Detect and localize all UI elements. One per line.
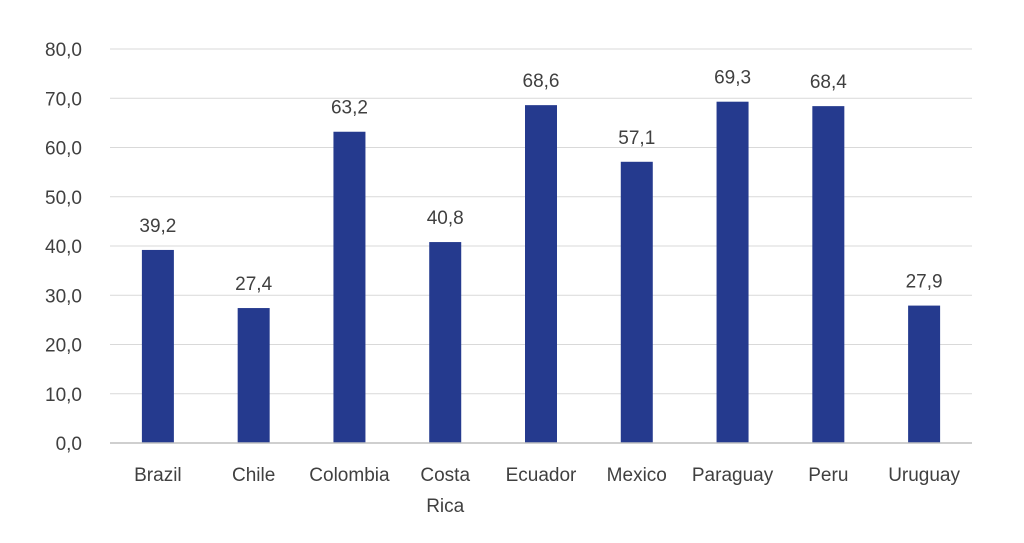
data-label: 40,8 (427, 208, 464, 229)
x-category-label: Colombia (309, 465, 390, 486)
x-category-label: Uruguay (888, 465, 960, 486)
y-tick-label: 40,0 (45, 237, 82, 258)
bar (429, 242, 462, 443)
y-tick-label: 20,0 (45, 336, 82, 357)
bar (333, 131, 366, 444)
x-category-label: Mexico (607, 465, 667, 486)
data-label: 69,3 (714, 68, 751, 89)
bar (908, 305, 941, 443)
data-label: 39,2 (139, 216, 176, 237)
y-tick-label: 50,0 (45, 188, 82, 209)
labels: 0,0 10,0 20,0 30,0 40,0 50,0 60,0 70,0 80,0 39,2 B… (45, 40, 960, 517)
x-category-label: Ecuador (506, 465, 577, 486)
data-label: 68,6 (523, 71, 560, 92)
data-label: 27,9 (906, 272, 943, 293)
y-tick-label: 0,0 (56, 434, 82, 455)
y-tick-label: 70,0 (45, 89, 82, 110)
x-category-label: Paraguay (692, 465, 774, 486)
data-label: 68,4 (810, 72, 847, 93)
x-category-label: Brazil (134, 465, 182, 486)
x-category-label: Peru (808, 465, 848, 486)
y-tick-label: 10,0 (45, 385, 82, 406)
x-category-label: Costa Rica (420, 465, 470, 517)
data-label: 63,2 (331, 98, 368, 119)
bars (141, 101, 941, 444)
y-tick-label: 30,0 (45, 286, 82, 307)
x-category-label: Chile (232, 465, 275, 486)
y-tick-label: 60,0 (45, 139, 82, 160)
bar (620, 161, 653, 443)
data-label: 57,1 (618, 128, 655, 149)
bar (716, 101, 749, 443)
bar (237, 308, 270, 443)
bar (525, 105, 557, 444)
y-tick-label: 80,0 (45, 40, 82, 61)
bar (141, 249, 174, 443)
bar (812, 106, 845, 443)
data-label: 27,4 (235, 274, 272, 295)
